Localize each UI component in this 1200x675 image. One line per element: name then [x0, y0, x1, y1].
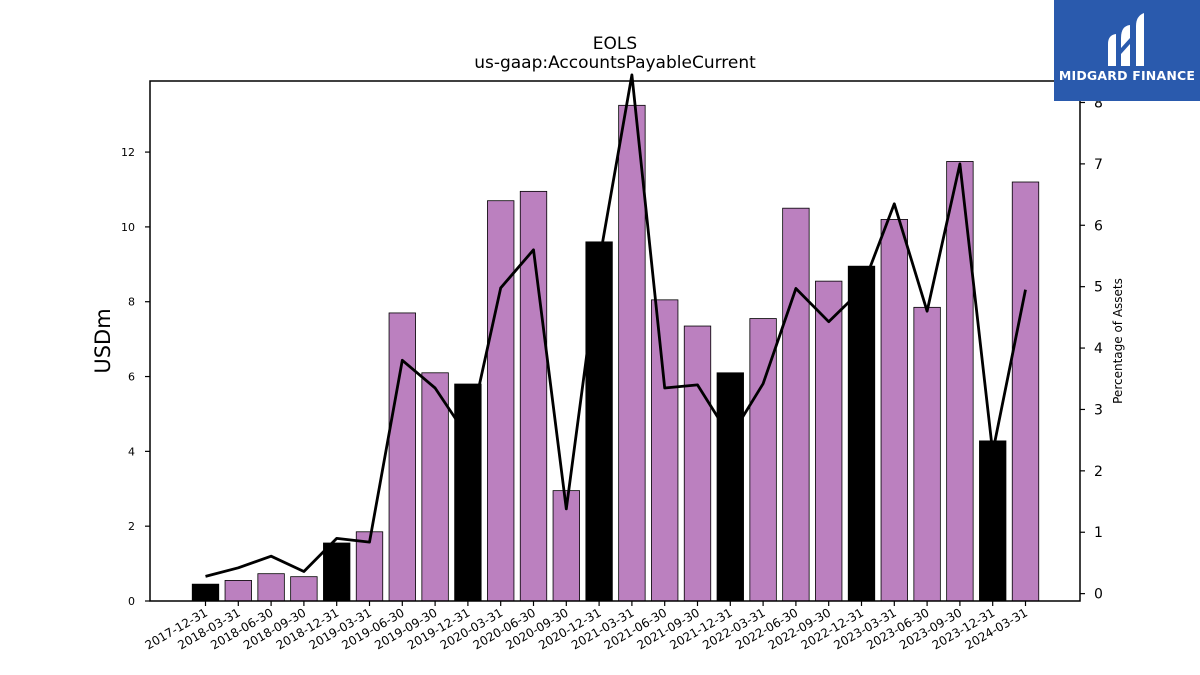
logo-text: MIDGARD FINANCE: [1058, 68, 1196, 83]
y-tick-label: 4: [128, 445, 135, 458]
bar-2018-12-31: [323, 542, 351, 602]
y-tick-label: 0: [128, 595, 135, 608]
percentage-line: [205, 73, 1027, 578]
bar-2018-06-30: [257, 573, 285, 602]
y-tick-label: 10: [121, 221, 135, 234]
bar-2020-12-31: [585, 241, 613, 602]
bar-2023-09-30: [946, 161, 974, 602]
chart-subtitle: us-gaap:AccountsPayableCurrent: [474, 53, 756, 73]
bar-2021-03-31: [618, 104, 646, 602]
bar-2023-06-30: [913, 306, 941, 602]
y2-tick-label: 5: [1094, 280, 1103, 296]
bar-2022-12-31: [847, 265, 876, 602]
y2-tick-label: 2: [1094, 464, 1103, 480]
y-tick-label: 8: [128, 296, 135, 309]
bar-2022-06-30: [782, 207, 810, 602]
logo-mark-icon: [1108, 13, 1144, 66]
bar-2021-09-30: [683, 325, 712, 602]
y2-tick-label: 3: [1094, 402, 1103, 418]
y2-tick-label: 8: [1094, 95, 1103, 111]
y-tick-label: 2: [128, 520, 135, 533]
chart-title: EOLS: [593, 34, 637, 54]
bar-2023-12-31: [979, 440, 1007, 602]
bar-2023-03-31: [880, 219, 908, 602]
y-tick-label: 6: [128, 371, 135, 384]
y2-tick-label: 7: [1094, 157, 1103, 173]
bar-2022-09-30: [815, 280, 843, 602]
bar-2020-03-31: [487, 200, 515, 602]
bar-2021-06-30: [651, 299, 679, 602]
bars-layer: [191, 104, 1040, 602]
bar-2021-12-31: [716, 372, 744, 602]
bar-2019-06-30: [388, 312, 416, 602]
bar-2018-03-31: [224, 580, 252, 602]
y2-tick-label: 0: [1094, 587, 1103, 603]
bar-2024-03-31: [1011, 181, 1040, 602]
y-tick-label: 12: [121, 146, 135, 159]
bar-2017-12-31: [191, 583, 220, 602]
midgard-finance-logo: MIDGARD FINANCE: [1054, 0, 1200, 101]
plot-frame: [149, 80, 1081, 602]
y2-tick-label: 4: [1094, 341, 1103, 357]
bar-2019-12-31: [454, 383, 482, 602]
bar-2019-09-30: [421, 372, 449, 602]
y2-tick-label: 1: [1094, 525, 1103, 541]
y2-tick-label: 6: [1094, 218, 1103, 234]
bar-2018-09-30: [290, 576, 318, 602]
bar-2022-03-31: [749, 318, 777, 602]
y-axis-label: USDm: [91, 308, 115, 373]
line-layer: [205, 73, 1027, 578]
y2-axis-label: Percentage of Assets: [1111, 278, 1125, 404]
